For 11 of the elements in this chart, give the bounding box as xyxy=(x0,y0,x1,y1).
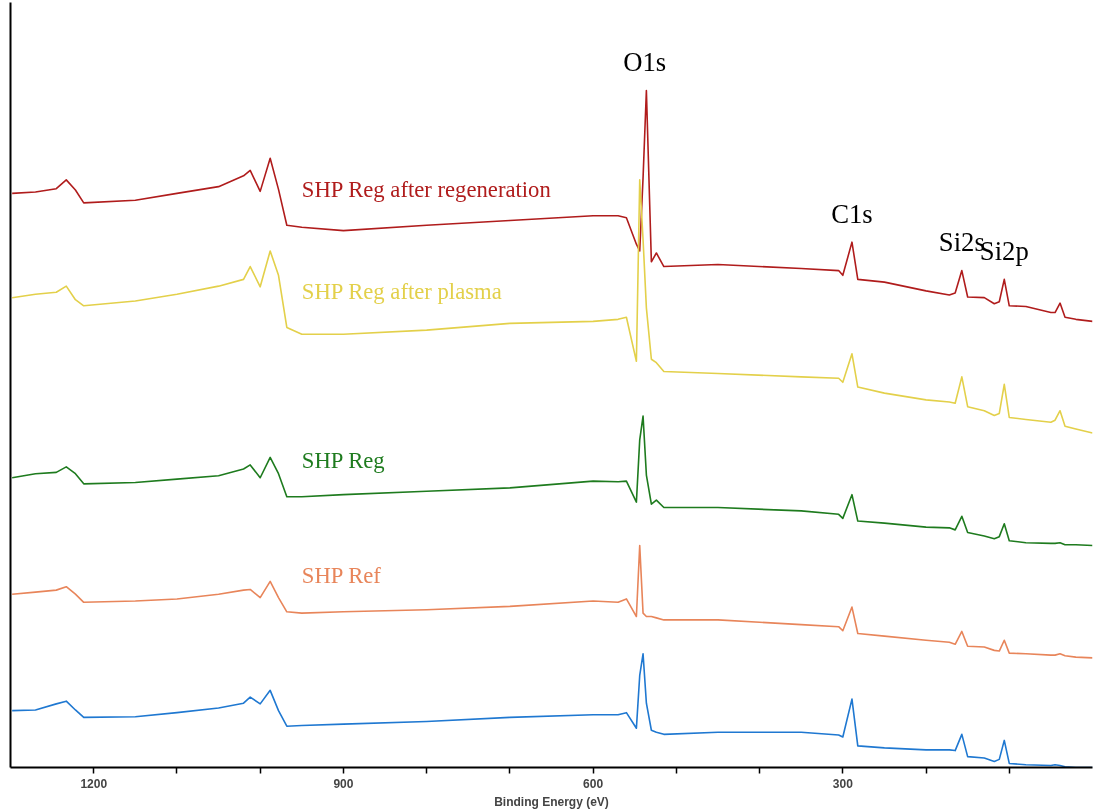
x-tick-label: 900 xyxy=(333,776,354,791)
annotation: O1s xyxy=(623,46,667,77)
x-tick-label: 300 xyxy=(832,776,854,791)
x-axis-title: Binding Energy (eV) xyxy=(494,794,609,809)
annotation: C1s xyxy=(831,198,873,229)
x-tick-label: 600 xyxy=(583,776,604,791)
x-tick-label: 1200 xyxy=(80,776,108,791)
series-label: SHP Reg after regeneration xyxy=(301,176,551,202)
series-label: SHP Reg xyxy=(301,448,385,474)
series-label: SHP Ref xyxy=(301,563,382,589)
series-label: SHP Reg after plasma xyxy=(301,278,502,304)
